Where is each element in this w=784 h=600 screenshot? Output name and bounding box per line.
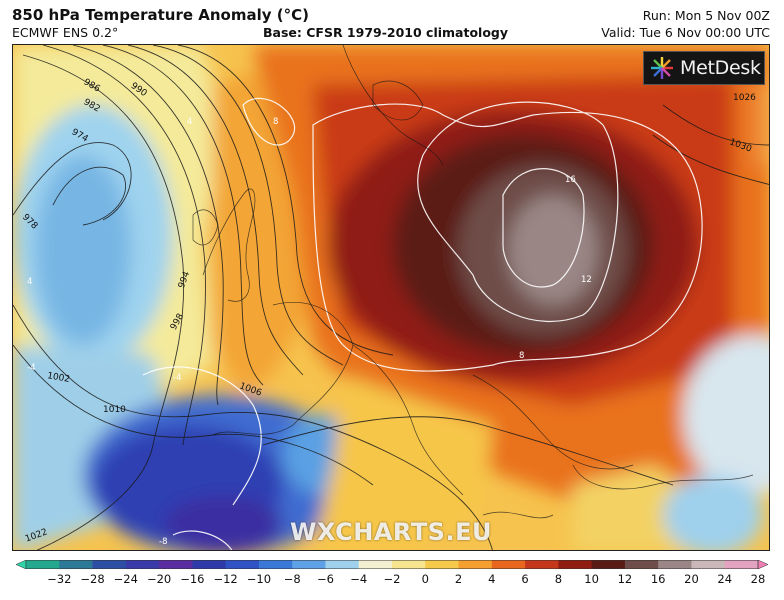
isobar-label: 1026 [733,93,756,103]
colorbar-tick-label: −10 [246,572,272,586]
colorbar-tick-label: 8 [554,572,563,586]
colorbar-segment [558,560,593,569]
colorbar-tick-label: −28 [80,572,105,586]
colorbar-segment [491,560,526,569]
wxcharts-watermark: WXCHARTS.EU [290,518,492,546]
colorbar-segment [724,560,759,569]
colorbar-segment [591,560,626,569]
colorbar-segment [691,560,726,569]
colorbar-tick-label: 2 [454,572,463,586]
colorbar-max-cap [757,560,768,569]
colorbar-tick-label: 24 [717,572,733,586]
colorbar-tick-label: −32 [47,572,72,586]
coastlines [192,45,754,519]
colorbar-tick-label: 4 [488,572,496,586]
colorbar-tick-label: −12 [213,572,238,586]
colorbar-tick-label: −8 [283,572,301,586]
run-time-label: Run: Mon 5 Nov 00Z [642,8,770,23]
valid-time-label: Valid: Tue 6 Nov 00:00 UTC [601,25,770,40]
colorbar-tick-label: −24 [113,572,138,586]
anomaly-label: -8 [159,537,168,547]
anomaly-map[interactable]: MetDesk 986 990 982 974 978 994 998 1002… [12,44,770,551]
anomaly-contours [142,97,703,550]
colorbar-segment [125,560,160,569]
colorbar-tick-label: 28 [750,572,766,586]
colorbar-segment [624,560,659,569]
colorbar-tick-label: 12 [617,572,633,586]
colorbar-tick-label: 20 [684,572,699,586]
colorbar-segment [325,560,360,569]
map-canvas [13,45,769,550]
colorbar [16,560,768,569]
colorbar-tick-label: −2 [383,572,401,586]
colorbar-segment [292,560,326,569]
anomaly-label: 8 [273,117,279,127]
colorbar-outline [25,560,759,569]
colorbar-segment [425,560,460,569]
colorbar-segment [225,560,260,569]
colorbar-segment [658,560,692,569]
anomaly-label: 4 [187,117,193,127]
colorbar-segment [159,560,193,569]
colorbar-segment [26,560,60,569]
colorbar-segment [525,560,559,569]
base-climatology-label: Base: CFSR 1979-2010 climatology [263,25,509,40]
colorbar-segment [392,560,426,569]
anomaly-label: -4 [27,363,36,373]
colorbar-segment [458,560,493,569]
colorbar-segment [258,560,293,569]
colorbar-tick-label: −4 [350,572,368,586]
isobar-contours [13,45,769,550]
metdesk-brand-name: MetDesk [680,57,761,79]
anomaly-label: 12 [581,275,592,285]
colorbar-tick-label: −16 [180,572,205,586]
colorbar-tick-label: 10 [584,572,599,586]
colorbar-segment [92,560,127,569]
colorbar-tick-label: 6 [521,572,529,586]
colorbar-min-cap [16,560,27,569]
anomaly-label: -4 [173,373,182,383]
colorbar-segment [192,560,227,569]
metdesk-brand[interactable]: MetDesk [643,51,765,85]
anomaly-label: 4 [27,277,33,287]
colorbar-tick-label: 0 [421,572,429,586]
colorbar-tick-label: −20 [146,572,172,586]
isobar-label: 1010 [103,405,126,415]
colorbar-tick-label: −6 [316,572,334,586]
colorbar-segment [358,560,393,569]
metdesk-logo-icon [651,57,673,79]
anomaly-label: 16 [565,175,576,185]
colorbar-segment [59,560,94,569]
colorbar-tick-label: 16 [650,572,666,586]
anomaly-field [13,45,769,550]
colorbar-tick-labels: −32 −28 −24 −20 −16 −12 −10 −8 −6 −4 −2 0 2 4 6 8 10 12 16… [16,572,784,592]
model-label: ECMWF ENS 0.2° [12,25,119,40]
chart-title: 850 hPa Temperature Anomaly (°C) [12,6,309,24]
anomaly-label: 8 [519,351,525,361]
